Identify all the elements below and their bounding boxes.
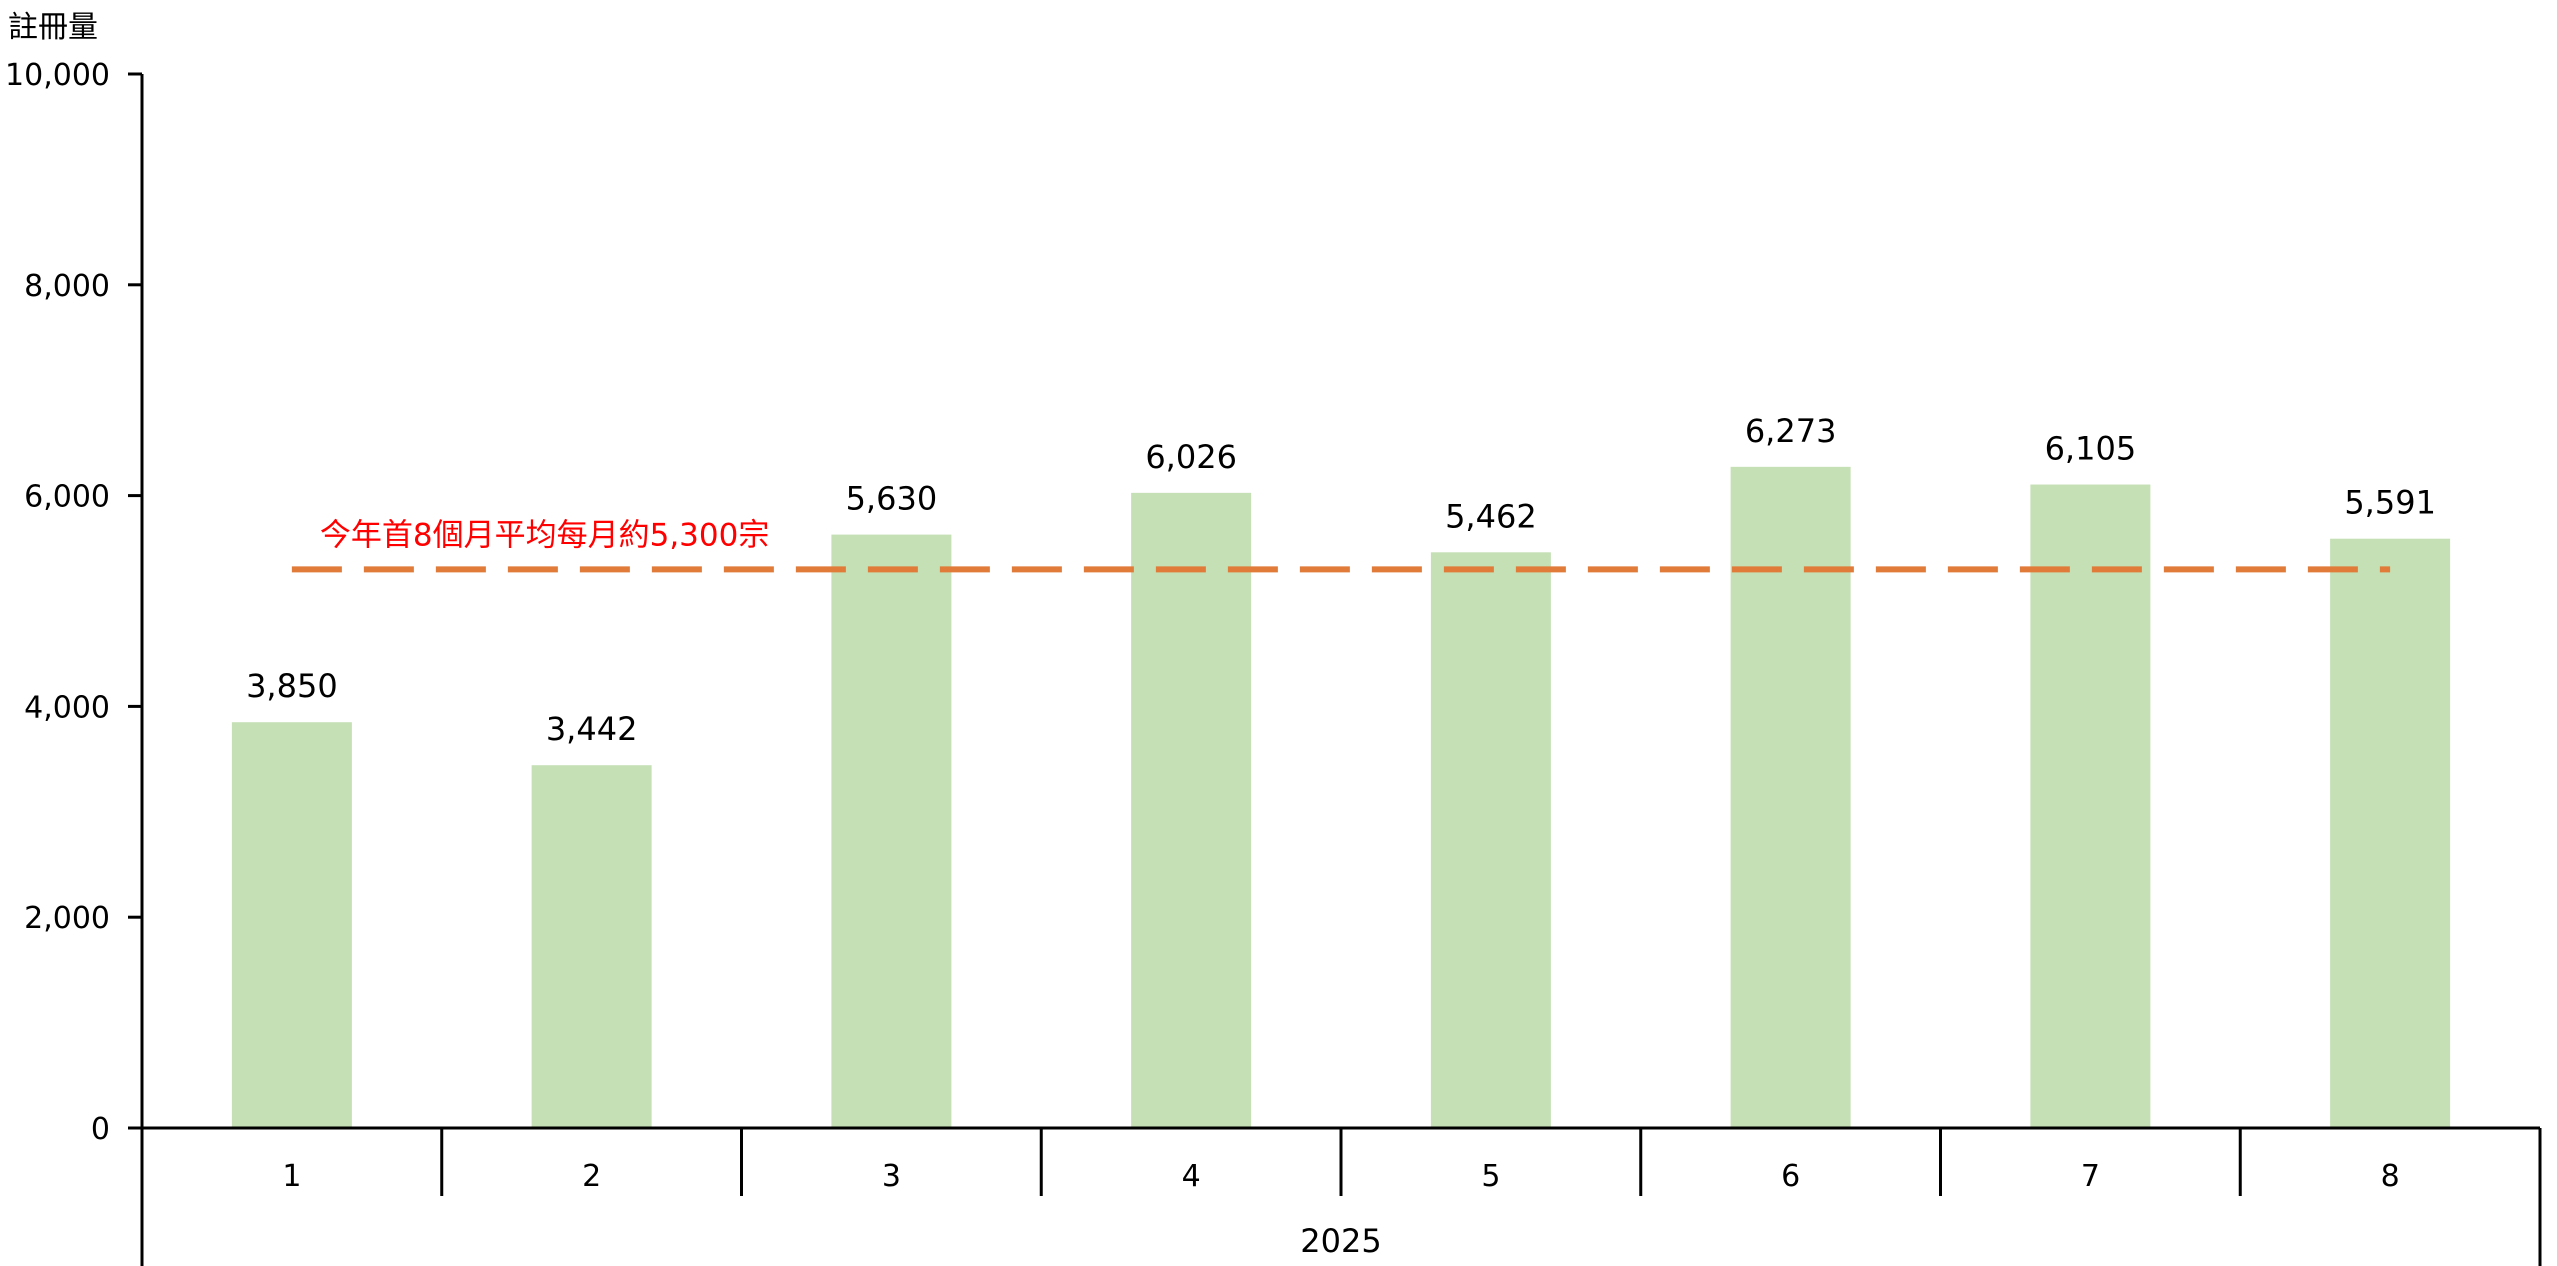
x-tick-label: 8 [2381,1159,2400,1194]
x-tick-label: 2 [582,1159,601,1194]
y-tick-label: 8,000 [24,269,110,304]
x-tick-label: 3 [882,1159,901,1194]
x-axis: 1 2 3 4 5 6 7 8 [142,1126,2542,1266]
reference-line-label: 今年首8個月平均每月約5,300宗 [320,517,769,553]
bar-data-label: 5,591 [2344,484,2436,522]
bar [2330,538,2451,1128]
bar [2030,484,2151,1129]
bar-data-label: 3,850 [246,667,338,705]
bar-data-label: 6,026 [1145,438,1237,476]
y-tick-label: 6,000 [24,480,110,515]
x-tick-label: 6 [1781,1159,1800,1194]
bar-data-label: 5,630 [846,480,938,518]
bar [531,765,652,1128]
bar-data-label: 5,462 [1445,497,1537,535]
y-axis-label: 註冊量 [8,10,98,45]
x-tick-label: 5 [1481,1159,1500,1194]
bar [831,534,952,1128]
bar-data-label: 3,442 [546,710,638,748]
bar [1131,492,1252,1128]
x-tick-label: 1 [282,1159,301,1194]
y-tick-label: 2,000 [24,901,110,936]
y-tick-label: 0 [91,1112,110,1147]
x-tick-label: 7 [2081,1159,2100,1194]
y-axis: 0 2,000 4,000 6,000 8,000 10,000 [5,58,144,1266]
bar [1730,466,1851,1128]
bars-group: 3,850 3,442 5,630 6,026 5,462 6,273 6,105 5,591 [231,412,2451,1129]
bar [1430,552,1551,1128]
bar-data-label: 6,105 [2045,430,2137,468]
bar [231,722,352,1128]
x-tick-label: 4 [1182,1159,1201,1194]
x-axis-group-label: 2025 [1300,1222,1381,1260]
y-tick-label: 4,000 [24,690,110,725]
bar-data-label: 6,273 [1745,412,1837,450]
y-tick-label: 10,000 [5,58,110,93]
